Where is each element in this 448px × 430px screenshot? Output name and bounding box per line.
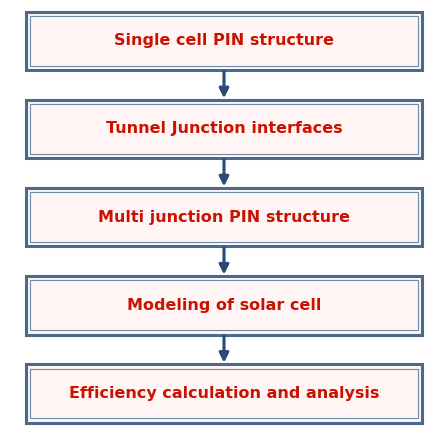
Bar	[30, 16, 418, 66]
Bar	[30, 192, 418, 242]
Text: Modeling of solar cell: Modeling of solar cell	[127, 298, 321, 313]
Bar	[26, 276, 422, 335]
Bar	[26, 12, 422, 70]
Bar	[26, 364, 422, 423]
Bar	[26, 188, 422, 246]
Text: Single cell PIN structure: Single cell PIN structure	[114, 34, 334, 48]
Text: Tunnel Junction interfaces: Tunnel Junction interfaces	[106, 122, 342, 136]
Bar	[30, 280, 418, 330]
Bar	[26, 100, 422, 158]
Text: Multi junction PIN structure: Multi junction PIN structure	[98, 210, 350, 224]
Bar	[30, 104, 418, 154]
Bar	[30, 369, 418, 418]
Text: Efficiency calculation and analysis: Efficiency calculation and analysis	[69, 386, 379, 401]
